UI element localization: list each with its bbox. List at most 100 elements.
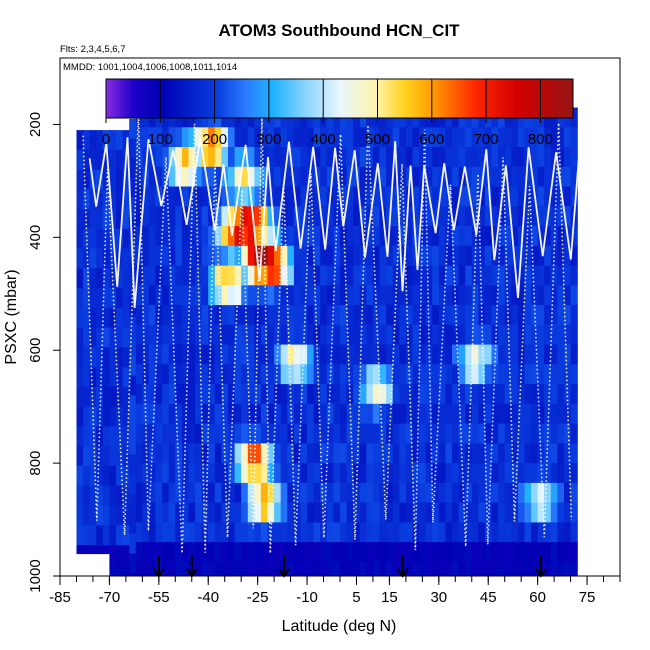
heat-cell [116,169,124,190]
heat-cell [201,502,209,523]
heat-cell [234,206,242,227]
heat-cell [511,186,519,207]
colorbar-tick-label: 100 [148,131,173,148]
heat-cell [353,463,361,484]
heat-cell [162,443,170,464]
y-tick-label: 800 [27,451,44,476]
heat-cell [320,305,328,326]
heat-cell [557,463,565,484]
heat-cell [254,423,262,444]
heat-cell [228,403,236,425]
heat-cell [102,505,110,526]
heat-cell [491,443,499,464]
heat-cell [392,324,400,346]
heat-cell [491,147,499,168]
heat-cell [102,347,110,368]
heat-cell [109,209,117,230]
heat-cell [564,542,572,563]
heat-cell [83,367,91,388]
heat-cell [122,169,130,190]
heat-cell [83,465,91,487]
heat-cell [326,384,334,405]
heat-cell [353,502,361,523]
heat-cell [458,127,466,148]
heat-cell [260,305,269,326]
heat-cell [564,482,572,504]
heat-cell [432,542,440,563]
heat-cell [346,482,354,504]
heat-cell [425,482,433,504]
heat-cell [550,463,558,484]
heat-cell [366,463,374,484]
heat-cell [267,482,275,504]
heat-cell [293,403,302,425]
heat-cell [537,542,545,563]
heat-cell [142,502,150,523]
heat-cell [366,443,374,464]
heat-cell [155,522,163,543]
heat-cell [359,384,367,405]
heat-cell [168,403,176,425]
heat-cell [550,166,558,188]
heat-cell [531,285,539,306]
heat-cell [405,245,414,267]
heat-cell [96,446,104,467]
heat-cell [129,474,137,495]
heat-cell [254,364,262,385]
heat-cell [425,166,433,188]
heat-cell [372,285,381,306]
heat-cell [195,226,203,247]
heat-cell [201,265,209,286]
heat-cell [122,406,130,428]
heat-cell [293,502,302,523]
heat-cell [340,285,348,306]
heat-cell [116,564,124,576]
heat-cell [208,542,216,563]
heat-cell [438,206,446,227]
heat-cell [287,542,295,563]
heat-cell [372,245,381,267]
heat-cell [333,147,341,168]
heat-cell [531,166,539,188]
heat-cell [142,561,150,576]
heat-cell [517,463,526,484]
heat-cell [116,446,124,467]
heat-cell [531,344,539,365]
heat-cell [484,206,493,227]
heat-cell [116,505,124,526]
heat-cell [83,228,91,250]
heat-cell [366,403,374,425]
heat-cell [247,482,255,504]
heat-cell [445,522,453,543]
heat-cell [372,522,381,543]
heat-cell [287,265,295,286]
heat-cell [353,226,361,247]
heat-cell [135,265,143,286]
heat-cell [241,186,249,207]
colorbar-fill [105,78,574,119]
heat-cell [570,384,578,405]
heat-cell [564,403,572,425]
heat-cell [293,542,302,563]
heat-cell [122,465,130,487]
heat-cell [544,127,552,148]
heat-cell [419,127,427,148]
heat-cell [412,206,420,227]
heat-cell [438,423,446,444]
heat-cell [234,542,242,563]
heat-cell [353,522,361,543]
heat-cell [214,166,222,188]
heat-cell [366,245,374,267]
heat-cell [195,443,203,464]
heat-cell [458,147,466,168]
heat-cell [293,265,302,286]
heat-cell [504,324,512,346]
heat-cell [109,189,117,210]
heat-cell [504,561,512,576]
heat-cell [478,147,486,168]
heat-cell [452,166,460,188]
heat-cell [484,384,493,405]
x-tick-label: 15 [381,589,398,606]
heat-cell [570,561,578,576]
heat-cell [353,344,361,365]
